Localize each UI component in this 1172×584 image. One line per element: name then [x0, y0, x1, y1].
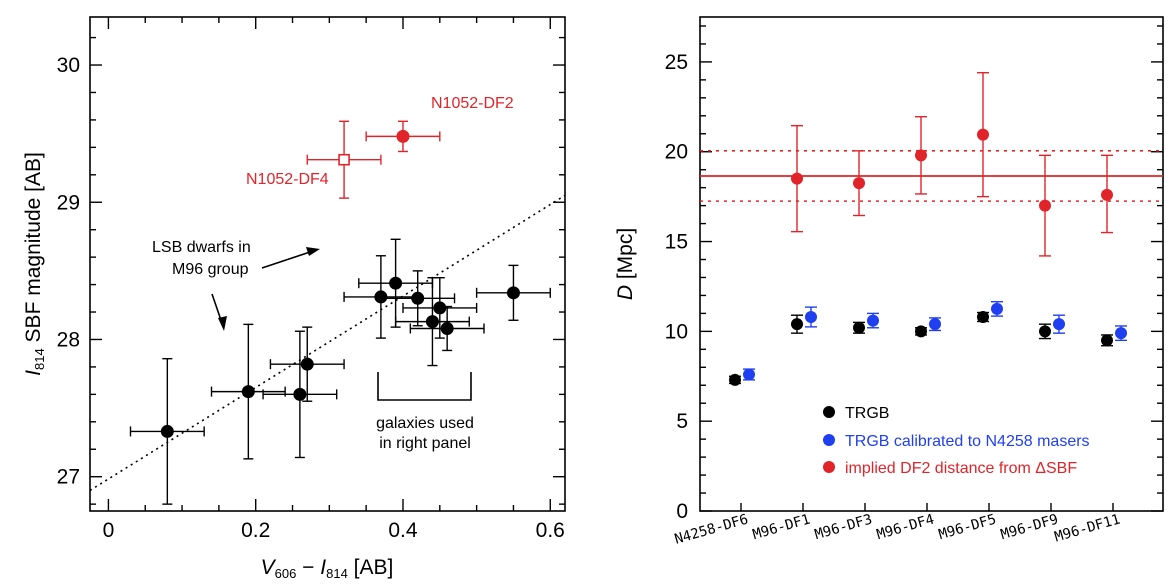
y-tick-label: 20 [665, 141, 688, 164]
legend-label-trgb-calibrated: TRGB calibrated to N4258 masers [845, 433, 1090, 450]
x-tick-label: 0.6 [536, 519, 565, 542]
y-tick-label: 28 [57, 328, 80, 351]
right-ticks: 0 5 10 15 20 25 [665, 25, 1163, 523]
trgb-point [1101, 334, 1113, 347]
category-label: M96-DF5 [937, 511, 998, 543]
y-tick-label: 0 [676, 500, 688, 523]
y-tick-label: 27 [57, 466, 80, 489]
right-panel: 0 5 10 15 20 25 N4258-DF6 M96-DF1 M96-DF3 M96-DF… [614, 16, 1164, 548]
data-point-lsb-dwarf [300, 357, 314, 371]
df2-distance-point [791, 172, 803, 185]
df2-distance-point [915, 149, 927, 162]
y-tick-label: 29 [57, 191, 80, 214]
df2-distance-point [1039, 199, 1051, 212]
right-reference-lines [700, 150, 1163, 202]
df2-distance-point [853, 177, 865, 190]
legend-marker-trgb-calibrated [823, 434, 835, 446]
legend-label-trgb: TRGB [845, 405, 889, 422]
trgb-point [1039, 325, 1051, 338]
data-point-lsb-dwarf [160, 424, 174, 438]
category-label: M96-DF4 [875, 511, 936, 543]
lsb-arrowhead-down [218, 316, 227, 331]
left-ticks: 0 0.2 0.4 0.6 27 28 29 30 [57, 17, 565, 542]
trgb-point [853, 321, 865, 334]
right-category-labels: N4258-DF6 M96-DF1 M96-DF3 M96-DF4 M96-DF5 M96… [673, 503, 1122, 548]
df2-distance-point [1101, 188, 1113, 201]
right-points [729, 71, 1127, 386]
df2-label: N1052-DF2 [431, 95, 514, 112]
y-tick-label: 25 [665, 51, 688, 74]
lsb-arrowhead-right [306, 247, 320, 256]
trgb-point [915, 325, 927, 338]
trgb-calibrated-point [1053, 318, 1065, 331]
data-point-df2 [396, 129, 410, 143]
data-point-lsb-dwarf [506, 286, 520, 300]
legend: TRGB TRGB calibrated to N4258 masers imp… [823, 405, 1090, 477]
trgb-calibrated-point [867, 314, 879, 327]
data-point-lsb-dwarf [433, 301, 447, 315]
left-panel: 0 0.2 0.4 0.6 27 28 29 30 N1052-DF2 N1052-DF4 L… [22, 16, 566, 581]
left-plot-frame [89, 16, 566, 512]
x-tick-label: 0.2 [241, 519, 270, 542]
lsb-arrow-right [261, 249, 317, 269]
bracket-label-line2: in right panel [379, 435, 471, 452]
legend-marker-trgb [823, 406, 835, 418]
category-label: M96-DF9 [999, 511, 1060, 543]
category-label: M96-DF11 [1053, 511, 1122, 545]
data-point-lsb-dwarf [241, 385, 255, 399]
y-tick-label: 5 [676, 410, 688, 433]
trgb-point [977, 310, 989, 323]
lsb-label-line2: M96 group [172, 261, 249, 278]
category-label: M96-DF3 [813, 511, 874, 543]
trgb-point [791, 318, 803, 331]
category-label: M96-DF1 [751, 511, 812, 543]
y-tick-label: 15 [665, 231, 688, 254]
df4-label: N1052-DF4 [246, 171, 329, 188]
trgb-calibrated-point [1115, 327, 1127, 340]
df2-distance-point [977, 128, 989, 141]
trgb-calibrated-point [991, 302, 1003, 315]
trgb-calibrated-point [805, 310, 817, 323]
bracket [377, 372, 472, 401]
data-point-open-square [338, 153, 350, 166]
data-point-lsb-dwarf [293, 387, 307, 401]
left-y-axis-title: I814 SBF magnitude [AB] [22, 152, 47, 376]
bracket-label-line1: galaxies used [376, 415, 474, 432]
data-point-lsb-dwarf [425, 315, 439, 329]
lsb-label-line1: LSB dwarfs in [152, 239, 251, 256]
y-tick-label: 10 [665, 320, 688, 343]
trgb-calibrated-point [743, 368, 755, 381]
x-tick-label: 0.4 [388, 519, 418, 542]
legend-marker-df2-distance [823, 461, 835, 473]
right-plot-frame [699, 16, 1164, 512]
data-point-lsb-dwarf [440, 321, 454, 335]
left-x-axis-title: V606 − I814 [AB] [261, 556, 394, 581]
legend-label-df2-distance: implied DF2 distance from ΔSBF [845, 460, 1077, 477]
right-y-axis-title: D [Mpc] [614, 228, 637, 300]
x-tick-label: 0 [103, 519, 115, 542]
trgb-calibrated-point [929, 318, 941, 331]
y-tick-label: 30 [57, 54, 80, 77]
data-point-lsb-dwarf [389, 276, 403, 290]
data-point-lsb-dwarf [411, 291, 425, 305]
left-points [129, 120, 551, 505]
trgb-point [729, 373, 741, 386]
